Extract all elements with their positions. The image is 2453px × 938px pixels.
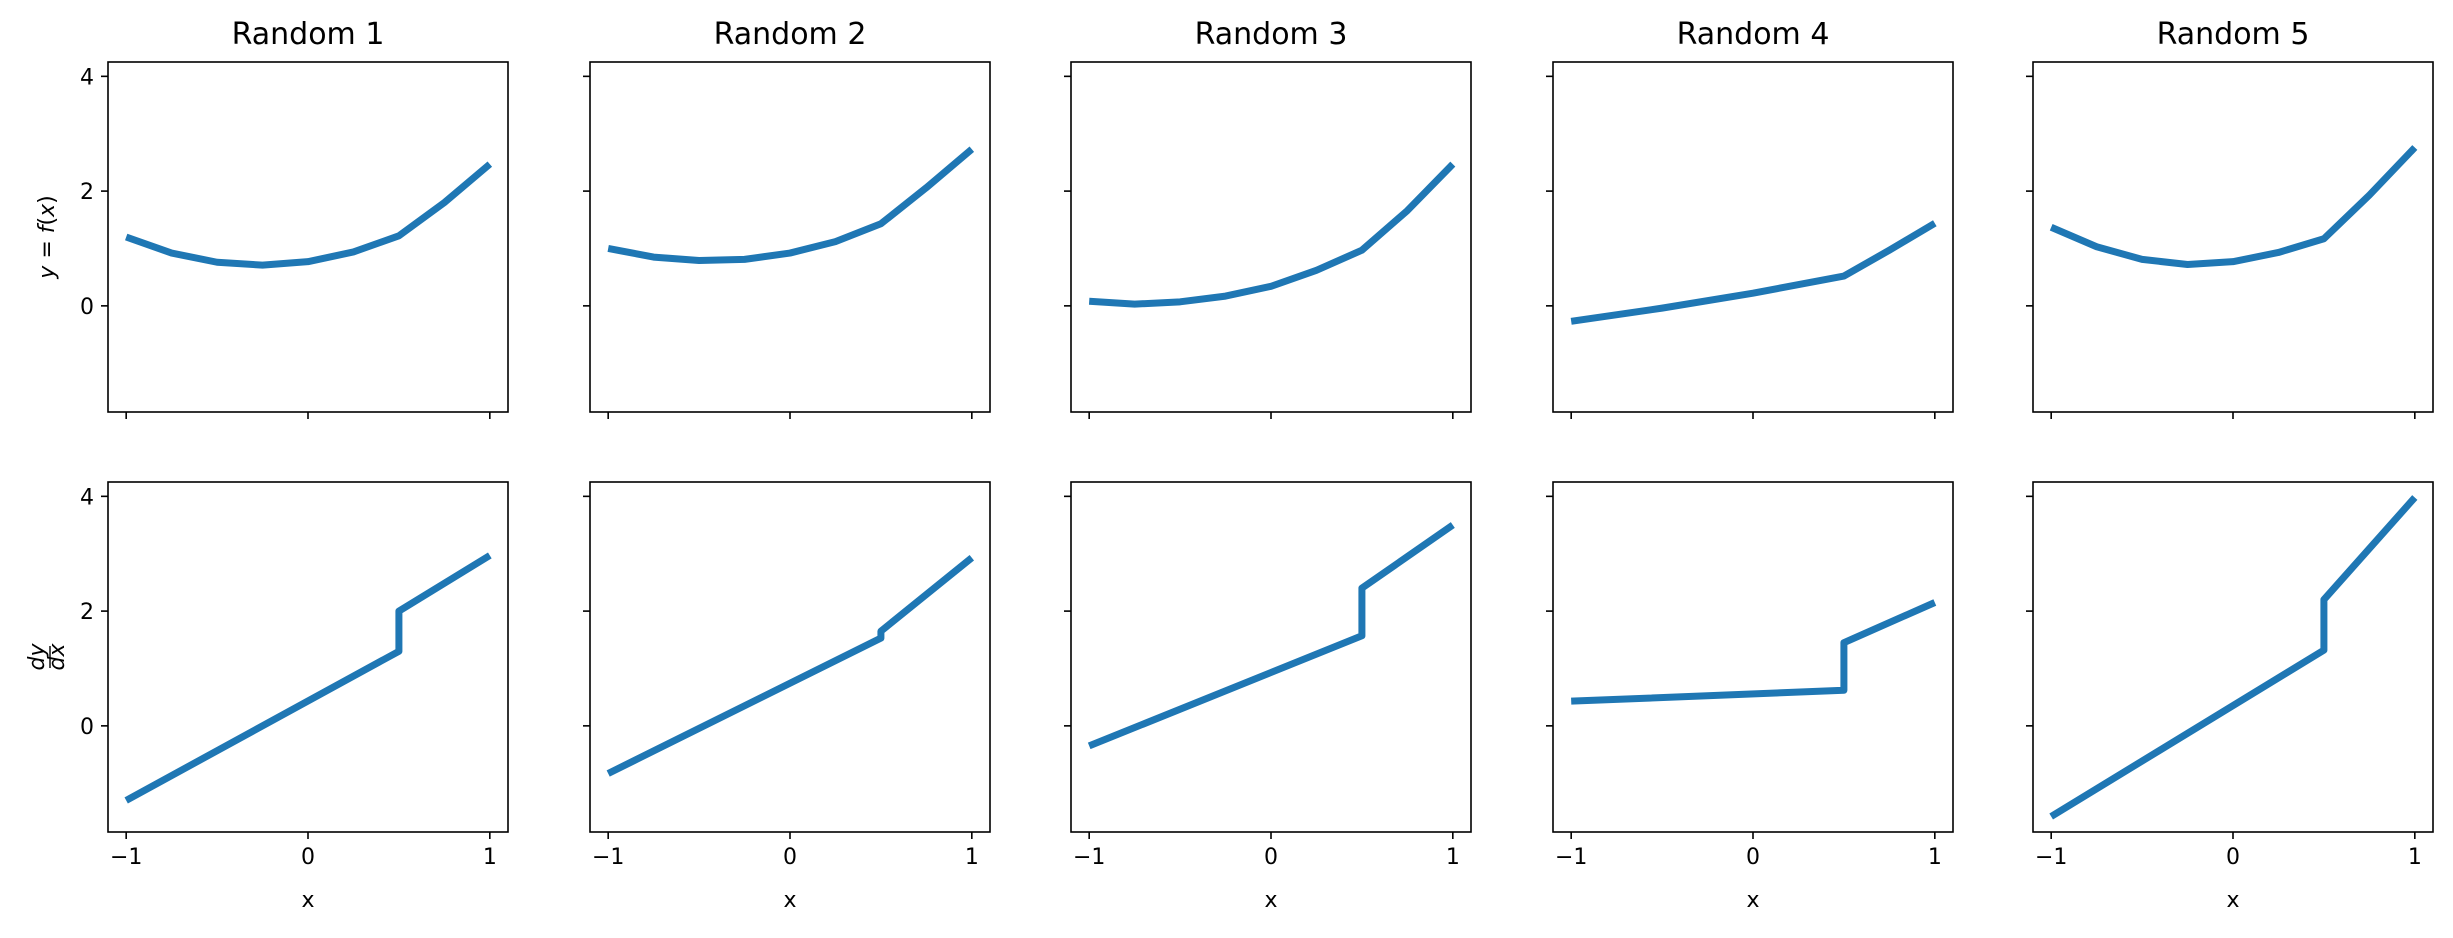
- f-line-4: [1570, 220, 1937, 325]
- x-tick-label: 1: [1446, 845, 1460, 870]
- dfdx-line-5: [2049, 495, 2418, 820]
- y-axis-label-f: y = f(x): [35, 195, 60, 279]
- subplot-dfdx-4: −1 0 1 x: [1546, 481, 1954, 913]
- subplot-f-3: [1064, 61, 1472, 419]
- subplot-f-1: 0 2 4: [80, 61, 509, 419]
- f-line-5: [2049, 145, 2418, 269]
- panel-title-5: Random 5: [2157, 17, 2310, 52]
- x-axis-label: x: [783, 888, 796, 913]
- f-line-3: [1088, 161, 1456, 308]
- subplot-dfdx-1: −1 0 1 0 2 4 x: [80, 481, 509, 913]
- x-tick-label: −1: [110, 845, 142, 870]
- x-tick-label: 1: [2408, 845, 2422, 870]
- x-tick-label: 0: [1264, 845, 1278, 870]
- subplot-grid: 0 2 4 −1 0 1 0 2 4 x Random 1 −1 0 1 x Random 2 −1 0 1 x Ran…: [25, 17, 2434, 913]
- x-axis-label: x: [301, 888, 314, 913]
- x-tick-label: 0: [2226, 845, 2240, 870]
- y-tick-label: 0: [80, 715, 94, 740]
- panel-title-1: Random 1: [232, 17, 385, 52]
- panel-title-2: Random 2: [714, 17, 867, 52]
- x-axis-label: x: [1746, 888, 1759, 913]
- dfdx-line-4: [1571, 599, 1937, 705]
- y-tick-label: 0: [80, 295, 94, 320]
- subplot-f-2: [583, 61, 991, 419]
- f-line-1: [125, 161, 493, 269]
- subplot-dfdx-3: −1 0 1 x: [1064, 481, 1472, 913]
- x-tick-label: −1: [1073, 845, 1105, 870]
- x-axis-label: x: [2226, 888, 2239, 913]
- panel-title-3: Random 3: [1195, 17, 1348, 52]
- x-tick-label: 0: [783, 845, 797, 870]
- svg-text:dy: dy: [25, 643, 50, 671]
- svg-text:dx: dx: [45, 643, 70, 671]
- panel-title-4: Random 4: [1677, 17, 1830, 52]
- dfdx-line-1: [124, 552, 492, 804]
- x-tick-label: −1: [1555, 845, 1587, 870]
- x-tick-label: 0: [1746, 845, 1760, 870]
- f-line-2: [607, 146, 975, 265]
- y-tick-label: 2: [80, 180, 94, 205]
- x-tick-label: 1: [965, 845, 979, 870]
- subplot-dfdx-5: −1 0 1 x: [2026, 481, 2434, 913]
- x-tick-label: 0: [301, 845, 315, 870]
- y-tick-label: 4: [80, 65, 94, 90]
- dfdx-line-2: [606, 555, 975, 777]
- x-tick-label: 1: [1928, 845, 1942, 870]
- x-axis-label: x: [1264, 888, 1277, 913]
- subplot-f-5: [2026, 61, 2434, 419]
- subplot-dfdx-2: −1 0 1 x: [583, 481, 991, 913]
- y-tick-label: 4: [80, 485, 94, 510]
- y-tick-label: 2: [80, 600, 94, 625]
- x-tick-label: −1: [592, 845, 624, 870]
- subplot-f-4: [1546, 61, 1954, 419]
- dfdx-line-3: [1087, 522, 1455, 750]
- x-tick-label: 1: [483, 845, 497, 870]
- x-tick-label: −1: [2035, 845, 2067, 870]
